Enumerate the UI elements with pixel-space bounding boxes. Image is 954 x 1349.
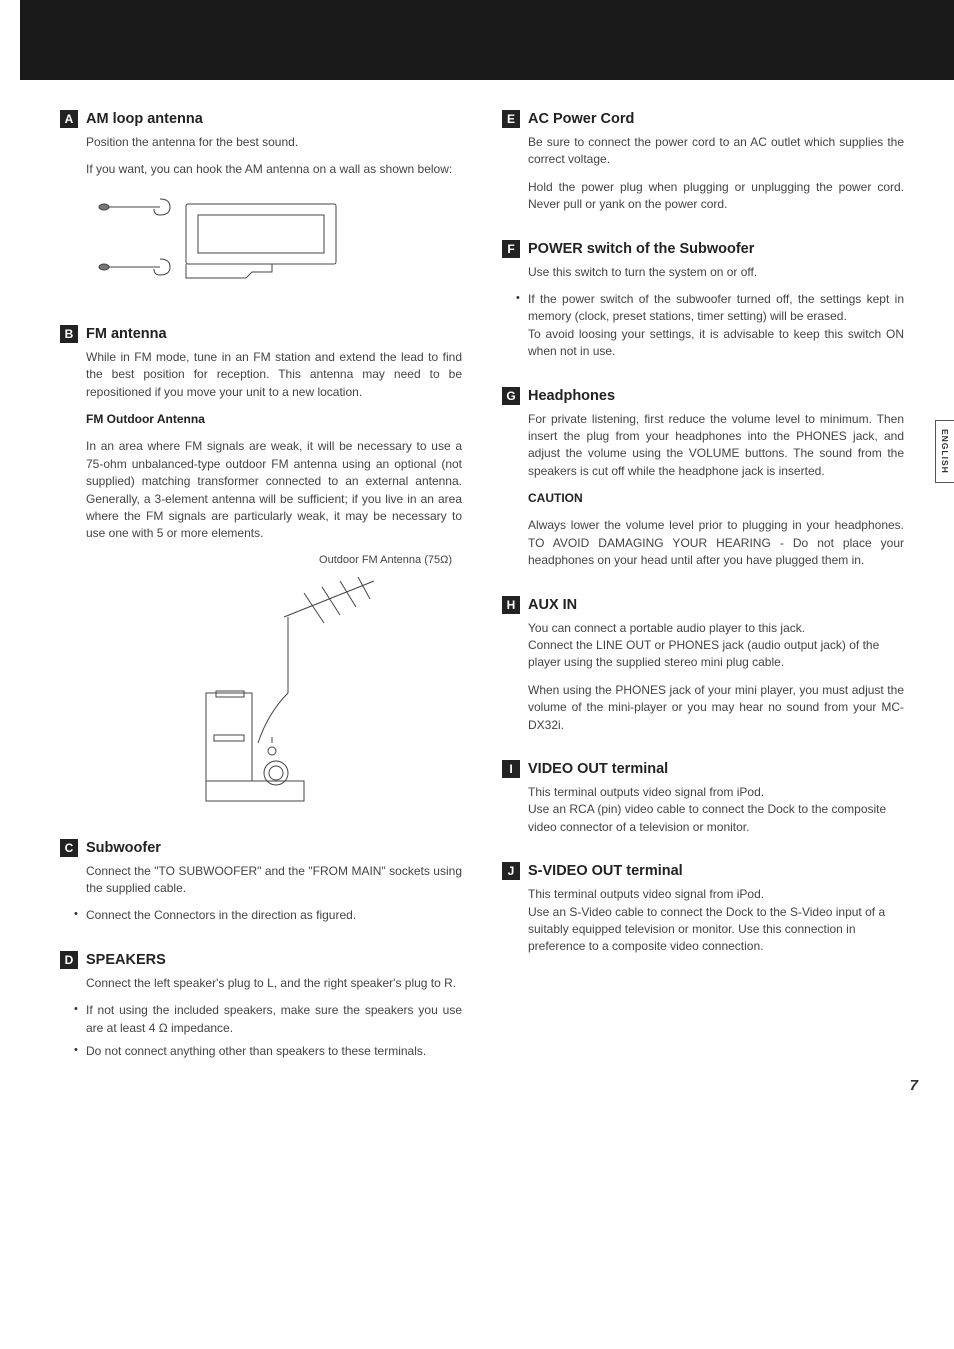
section-C-b1: Connect the Connectors in the direction … <box>74 907 462 924</box>
section-title-C: Subwoofer <box>86 840 161 856</box>
section-letter-G: G <box>502 387 520 405</box>
section-title-I: VIDEO OUT terminal <box>528 761 668 777</box>
section-letter-J: J <box>502 862 520 880</box>
right-column: E AC Power Cord Be sure to connect the p… <box>502 110 904 1086</box>
language-tab: ENGLISH <box>935 420 954 483</box>
section-E: E AC Power Cord Be sure to connect the p… <box>502 110 904 214</box>
section-title-G: Headphones <box>528 388 615 404</box>
section-J-p1b: Use an S-Video cable to connect the Dock… <box>528 905 885 954</box>
section-A-p2: If you want, you can hook the AM antenna… <box>86 161 462 178</box>
section-letter-B: B <box>60 325 78 343</box>
section-G-sub: CAUTION <box>528 490 904 507</box>
section-B-p2: In an area where FM signals are weak, it… <box>86 438 462 542</box>
section-title-H: AUX IN <box>528 597 577 613</box>
section-J-p1: This terminal outputs video signal from … <box>528 886 904 956</box>
header-black-band <box>20 0 954 80</box>
section-H: H AUX IN You can connect a portable audi… <box>502 596 904 734</box>
section-B-sub: FM Outdoor Antenna <box>86 411 462 428</box>
section-H-p1b: Connect the LINE OUT or PHONES jack (aud… <box>528 638 879 669</box>
section-E-p2: Hold the power plug when plugging or unp… <box>528 179 904 214</box>
section-title-D: SPEAKERS <box>86 952 166 968</box>
section-D-b2: Do not connect anything other than speak… <box>74 1043 462 1060</box>
fm-outdoor-diagram <box>86 573 462 813</box>
section-title-E: AC Power Cord <box>528 111 634 127</box>
section-B: B FM antenna While in FM mode, tune in a… <box>60 325 462 813</box>
section-A-p1: Position the antenna for the best sound. <box>86 134 462 151</box>
section-C-p1: Connect the "TO SUBWOOFER" and the "FROM… <box>86 863 462 898</box>
left-column: A AM loop antenna Position the antenna f… <box>60 110 462 1086</box>
section-F-b1b-text: To avoid loosing your settings, it is ad… <box>528 327 904 358</box>
section-D: D SPEAKERS Connect the left speaker's pl… <box>60 951 462 1061</box>
section-title-A: AM loop antenna <box>86 111 203 127</box>
section-letter-F: F <box>502 240 520 258</box>
page-content: ENGLISH A AM loop antenna Position the a… <box>0 80 954 1106</box>
section-J: J S-VIDEO OUT terminal This terminal out… <box>502 862 904 956</box>
section-I-p1: This terminal outputs video signal from … <box>528 784 904 836</box>
section-title-F: POWER switch of the Subwoofer <box>528 241 754 257</box>
section-D-p1: Connect the left speaker's plug to L, an… <box>86 975 462 992</box>
section-E-p1: Be sure to connect the power cord to an … <box>528 134 904 169</box>
section-B-p1: While in FM mode, tune in an FM station … <box>86 349 462 401</box>
section-G: G Headphones For private listening, firs… <box>502 387 904 570</box>
section-letter-C: C <box>60 839 78 857</box>
section-F-p1: Use this switch to turn the system on or… <box>528 264 904 281</box>
section-letter-A: A <box>60 110 78 128</box>
section-G-p1: For private listening, first reduce the … <box>528 411 904 481</box>
section-letter-H: H <box>502 596 520 614</box>
fm-antenna-caption: Outdoor FM Antenna (75Ω) <box>86 553 462 569</box>
section-title-B: FM antenna <box>86 326 167 342</box>
section-I: I VIDEO OUT terminal This terminal outpu… <box>502 760 904 836</box>
section-J-p1a: This terminal outputs video signal from … <box>528 887 764 901</box>
section-D-b1: If not using the included speakers, make… <box>74 1002 462 1037</box>
section-A: A AM loop antenna Position the antenna f… <box>60 110 462 299</box>
section-F-b1: If the power switch of the subwoofer tur… <box>516 291 904 361</box>
section-G-p2: Always lower the volume level prior to p… <box>528 517 904 569</box>
section-I-p1a: This terminal outputs video signal from … <box>528 785 764 799</box>
section-H-p1: You can connect a portable audio player … <box>528 620 904 672</box>
section-title-J: S-VIDEO OUT terminal <box>528 863 683 879</box>
section-I-p1b: Use an RCA (pin) video cable to connect … <box>528 802 886 833</box>
section-letter-E: E <box>502 110 520 128</box>
page-number: 7 <box>910 1077 918 1094</box>
am-loop-diagram <box>86 189 462 299</box>
section-letter-D: D <box>60 951 78 969</box>
section-letter-I: I <box>502 760 520 778</box>
section-H-p2: When using the PHONES jack of your mini … <box>528 682 904 734</box>
section-H-p1a: You can connect a portable audio player … <box>528 621 805 635</box>
section-F: F POWER switch of the Subwoofer Use this… <box>502 240 904 361</box>
section-C: C Subwoofer Connect the "TO SUBWOOFER" a… <box>60 839 462 925</box>
section-F-b1-text: If the power switch of the subwoofer tur… <box>528 292 904 323</box>
